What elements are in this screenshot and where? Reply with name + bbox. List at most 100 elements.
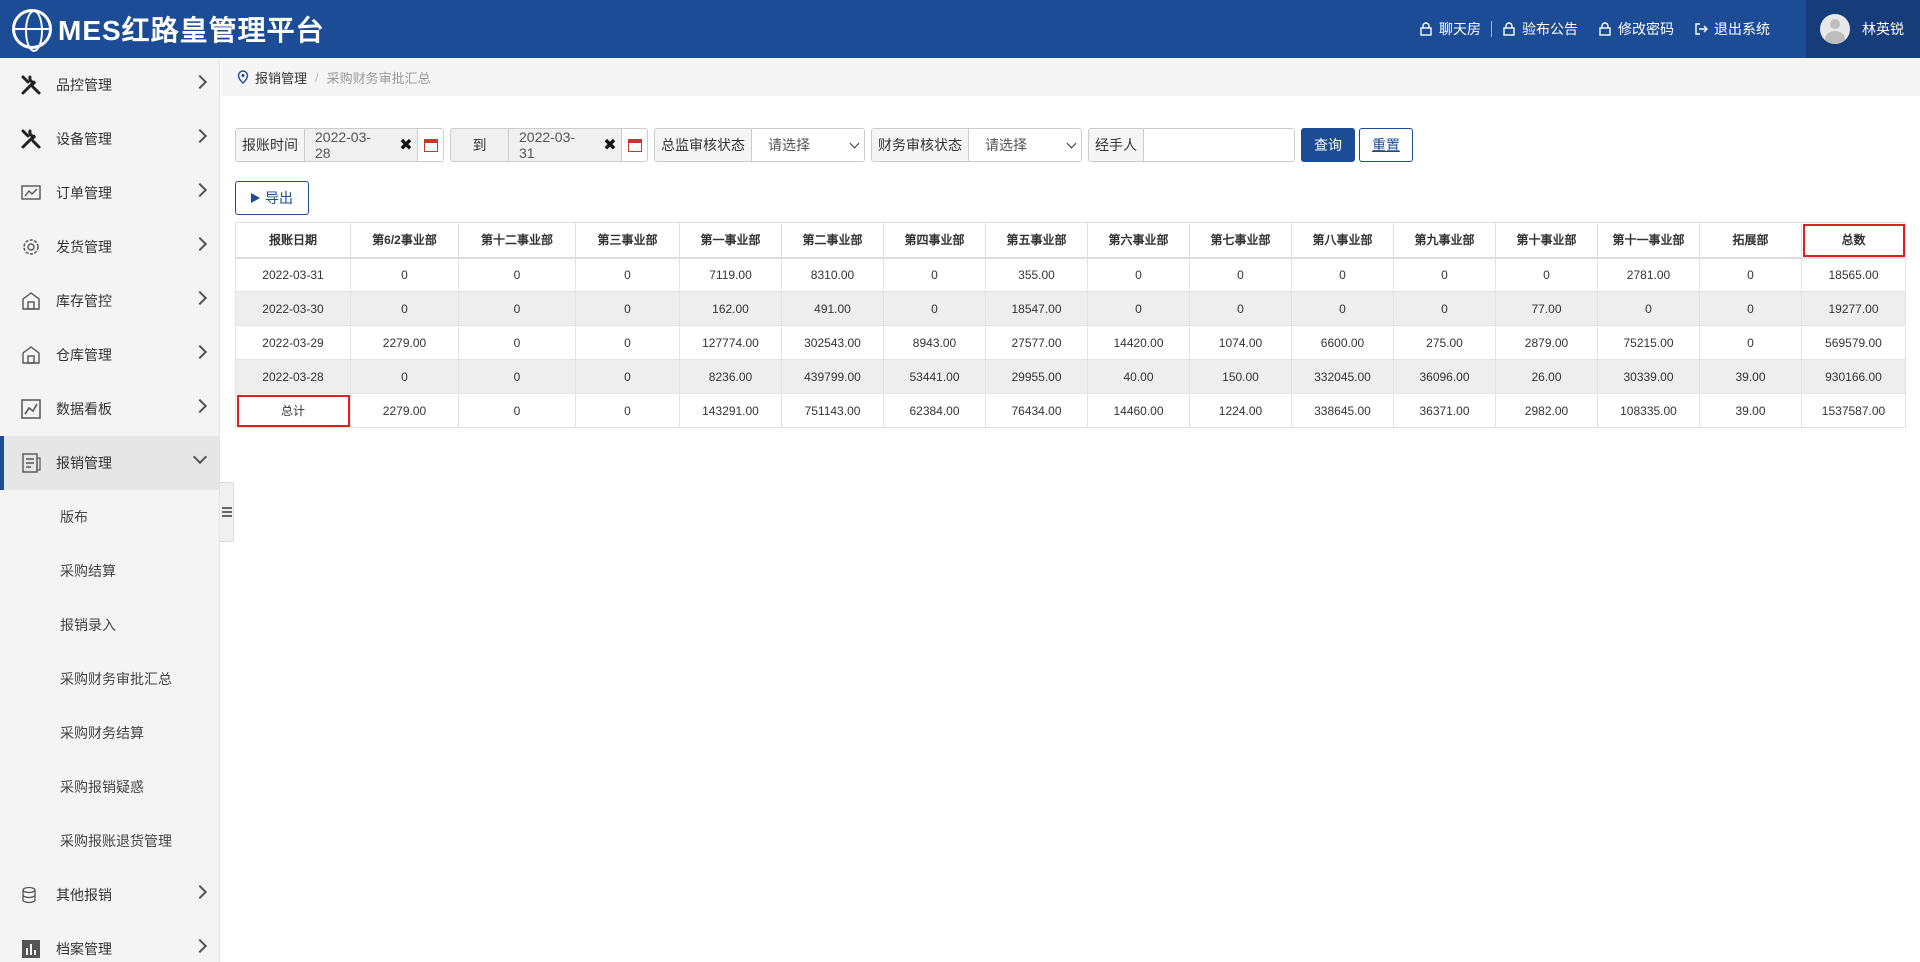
date-from-input[interactable]: 2022-03-28: [305, 129, 395, 161]
table-cell: 0: [1699, 291, 1802, 326]
table-cell: 1074.00: [1189, 325, 1292, 360]
table-cell: 0: [458, 257, 576, 292]
sub-item-purchase-settlement[interactable]: 采购结算: [60, 563, 116, 579]
sidebar-collapse-toggle[interactable]: [220, 482, 234, 542]
table-row: 2022-03-31 0 0 0 7119.00 8310.00 0 355.00 0 0 0 0 0 2…: [235, 257, 1906, 292]
sidebar-item-label: 档案管理: [56, 941, 112, 957]
chevron-down-icon: [849, 138, 860, 148]
sidebar-item-reimbursement[interactable]: 报销管理: [0, 436, 219, 490]
column-header: 报账日期: [235, 222, 351, 259]
clear-icon[interactable]: ✖: [599, 129, 621, 161]
export-button[interactable]: 导出: [235, 181, 309, 215]
table-cell: 0: [1393, 291, 1496, 326]
select-value: 请选择: [768, 137, 810, 153]
table-cell: 75215.00: [1597, 325, 1700, 360]
table-cell: 26.00: [1495, 359, 1598, 394]
chevron-down-icon: [192, 449, 208, 465]
supervisor-status-select[interactable]: 请选择: [752, 129, 864, 161]
column-header-total: 总数: [1801, 222, 1906, 259]
sidebar-item-inventory[interactable]: 库存管控: [0, 274, 219, 328]
calendar-icon: [423, 138, 438, 152]
sidebar-item-label: 品控管理: [56, 77, 112, 93]
supervisor-status-label: 总监审核状态: [655, 129, 752, 161]
table-cell: 569579.00: [1801, 325, 1906, 360]
logout-link[interactable]: 退出系统: [1684, 19, 1780, 39]
table-cell: 0: [458, 291, 576, 326]
table-cell: 150.00: [1189, 359, 1292, 394]
tools-icon: [20, 128, 42, 150]
table-cell: 0: [575, 325, 680, 360]
table-cell: 2279.00: [350, 393, 459, 428]
table-cell: 8236.00: [679, 359, 782, 394]
calendar-icon: [627, 138, 642, 152]
table-cell: 0: [350, 257, 459, 292]
table-body: 2022-03-31 0 0 0 7119.00 8310.00 0 355.00 0 0 0 0 0 2…: [235, 257, 1906, 428]
finance-status-select[interactable]: 请选择: [969, 129, 1081, 161]
table-cell: 0: [883, 257, 986, 292]
table-cell: 0: [1699, 325, 1802, 360]
table-cell: 0: [883, 291, 986, 326]
table-cell: 总计: [235, 393, 351, 428]
sidebar-item-shipping[interactable]: 发货管理: [0, 220, 219, 274]
sidebar-item-equipment[interactable]: 设备管理: [0, 112, 219, 166]
date-to-input[interactable]: 2022-03-31: [509, 129, 599, 161]
user-menu[interactable]: 林英锐: [1806, 0, 1920, 58]
table-cell: 275.00: [1393, 325, 1496, 360]
table-cell: 162.00: [679, 291, 782, 326]
table-cell: 0: [1597, 291, 1700, 326]
table-cell: 751143.00: [781, 393, 884, 428]
chevron-right-icon: [192, 236, 208, 252]
sidebar-item-label: 订单管理: [56, 185, 112, 201]
chevron-right-icon: [192, 74, 208, 90]
sub-item-return-management[interactable]: 采购报账退货管理: [60, 833, 172, 849]
calendar-button[interactable]: [417, 129, 443, 161]
breadcrumb-parent[interactable]: 报销管理: [255, 70, 308, 86]
sub-item-finance-approval-summary[interactable]: 采购财务审批汇总: [60, 671, 172, 687]
sidebar-item-label: 报销管理: [56, 455, 112, 471]
date-label: 报账时间: [236, 129, 305, 161]
sidebar-item-label: 仓库管理: [56, 347, 112, 363]
sub-item-layout[interactable]: 版布: [60, 509, 88, 525]
table-cell: 2022-03-28: [235, 359, 351, 394]
export-label: 导出: [265, 190, 293, 206]
sidebar-item-warehouse[interactable]: 仓库管理: [0, 328, 219, 382]
calendar-button[interactable]: [621, 129, 647, 161]
notice-link[interactable]: 验布公告: [1492, 19, 1588, 39]
table-cell: 39.00: [1699, 393, 1802, 428]
change-password-link[interactable]: 修改密码: [1588, 19, 1684, 39]
reset-button[interactable]: 重置: [1359, 128, 1413, 162]
warehouse-icon: [20, 290, 42, 312]
query-button[interactable]: 查询: [1301, 128, 1355, 162]
sidebar-item-label: 数据看板: [56, 401, 112, 417]
table-cell: 2982.00: [1495, 393, 1598, 428]
chevron-right-icon: [192, 938, 208, 954]
table-cell: 2279.00: [350, 325, 459, 360]
sub-item-reimbursement-queries[interactable]: 采购报销疑惑: [60, 779, 144, 795]
user-name: 林英锐: [1862, 21, 1904, 37]
breadcrumb-current: 采购财务审批汇总: [326, 70, 431, 86]
table-cell: 0: [458, 359, 576, 394]
avatar: [1820, 14, 1850, 44]
table-cell: 18547.00: [985, 291, 1088, 326]
chatroom-link[interactable]: 聊天房: [1409, 19, 1491, 39]
column-header: 第6/2事业部: [350, 222, 459, 259]
handler-input[interactable]: [1144, 129, 1294, 161]
chevron-right-icon: [192, 182, 208, 198]
sidebar-item-dashboard[interactable]: 数据看板: [0, 382, 219, 436]
chevron-right-icon: [192, 290, 208, 306]
table-header-row: 报账日期 第6/2事业部 第十二事业部 第三事业部 第一事业部 第二事业部 第四事业部 第五事…: [235, 222, 1906, 259]
clear-icon[interactable]: ✖: [395, 129, 417, 161]
table-cell: 6600.00: [1291, 325, 1394, 360]
table-cell: 0: [1291, 291, 1394, 326]
column-header: 第一事业部: [679, 222, 782, 259]
table-cell: 332045.00: [1291, 359, 1394, 394]
handler-label: 经手人: [1089, 129, 1144, 161]
sidebar-item-other-reimbursement[interactable]: 其他报销: [0, 868, 219, 922]
sidebar-item-archives[interactable]: 档案管理: [0, 922, 219, 962]
sub-item-finance-settlement[interactable]: 采购财务结算: [60, 725, 144, 741]
sidebar-item-orders[interactable]: 订单管理: [0, 166, 219, 220]
table-cell: 0: [575, 359, 680, 394]
sub-item-reimbursement-entry[interactable]: 报销录入: [60, 617, 116, 633]
sidebar-item-quality[interactable]: 品控管理: [0, 58, 219, 112]
date-to-group: 到 2022-03-31 ✖: [450, 128, 648, 162]
